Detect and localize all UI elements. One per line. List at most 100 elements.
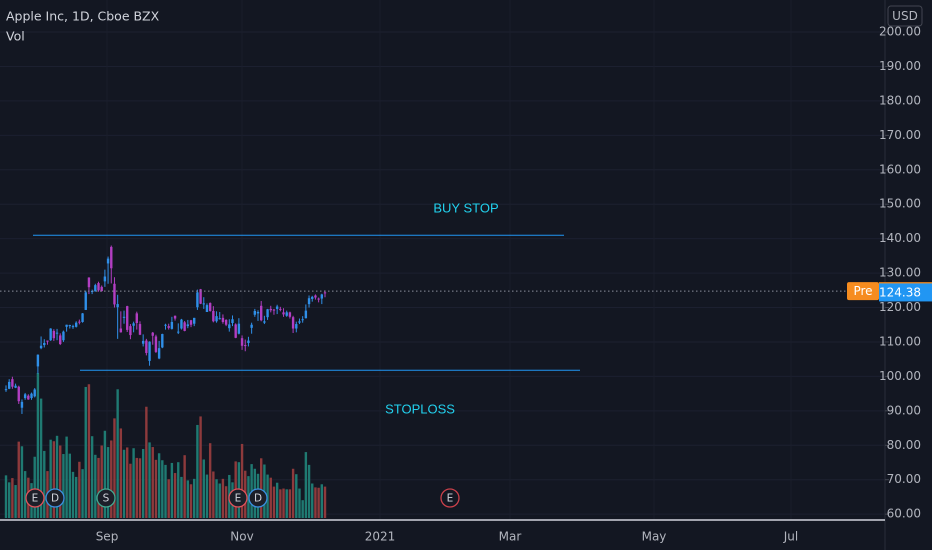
candle-body — [253, 310, 257, 315]
event-marker[interactable] — [96, 488, 116, 508]
event-marker[interactable] — [440, 488, 460, 508]
volume-bar — [199, 416, 202, 518]
volume-bar — [36, 373, 40, 518]
candle-body — [314, 295, 317, 298]
event-label[interactable]: D — [51, 493, 59, 505]
candle-body — [247, 340, 250, 343]
candle-body — [177, 331, 180, 333]
y-tick-label: 160.00 — [879, 162, 921, 176]
x-tick-label: Nov — [230, 530, 253, 544]
volume-bar — [23, 471, 27, 518]
candle-body — [71, 326, 75, 328]
volume-bar — [161, 460, 164, 518]
candle-body — [157, 348, 161, 359]
volume-bar — [314, 487, 317, 518]
candle-body — [311, 296, 314, 299]
candle-body — [234, 324, 237, 338]
candle-body — [132, 323, 135, 326]
candle-body — [237, 323, 241, 334]
event-label[interactable]: S — [103, 493, 110, 505]
candle-body — [94, 285, 97, 292]
y-tick-label: 140.00 — [879, 231, 921, 245]
event-marker[interactable] — [25, 488, 45, 508]
event-label[interactable]: E — [447, 493, 454, 505]
candle-body — [43, 342, 46, 346]
candle-body — [126, 306, 129, 330]
volume-bar — [7, 482, 11, 518]
volume-bar — [295, 474, 298, 518]
pre-market-tag-label: Pre — [853, 284, 872, 298]
candle-body — [14, 385, 17, 388]
candle-body — [202, 303, 205, 305]
volume-bar — [218, 483, 221, 518]
candle-body — [100, 286, 103, 291]
event-label[interactable]: E — [235, 493, 242, 505]
currency-label[interactable]: USD — [892, 9, 918, 23]
candle-body — [205, 305, 209, 312]
volume-bar — [84, 386, 87, 518]
candle-body — [183, 322, 186, 331]
volume-bar — [65, 436, 68, 518]
event-label[interactable]: D — [254, 493, 262, 505]
candle-body — [145, 340, 148, 353]
candle-body — [307, 298, 311, 305]
currency-button[interactable] — [887, 5, 923, 27]
candle-body — [250, 324, 253, 328]
candle-body — [288, 312, 292, 317]
volume-bar — [304, 452, 308, 518]
volume-bar — [291, 468, 295, 518]
candle-body — [282, 312, 285, 315]
candle-body — [224, 319, 228, 325]
event-label[interactable]: E — [32, 493, 39, 505]
volume-bar — [74, 476, 78, 518]
volume-bar — [282, 488, 285, 518]
volume-bar — [196, 424, 199, 518]
candle-body — [46, 340, 49, 342]
candle-body — [122, 316, 126, 318]
candle-body — [20, 401, 24, 408]
candle-body — [196, 292, 199, 308]
level-annotation: BUY STOP — [433, 201, 498, 216]
volume-bar — [183, 455, 186, 518]
y-tick-label: 130.00 — [879, 266, 921, 280]
volume-bar — [4, 475, 8, 518]
candle-body — [263, 321, 266, 323]
volume-bar — [20, 446, 24, 518]
volume-bar — [52, 441, 56, 518]
candle-body — [30, 393, 33, 399]
event-marker[interactable] — [228, 488, 248, 508]
volume-bar — [157, 453, 161, 518]
volume-bar — [167, 479, 170, 518]
volume-bar — [301, 500, 304, 518]
event-marker[interactable] — [45, 488, 65, 508]
volume-bar — [177, 462, 180, 518]
last-price: 124.38 — [879, 285, 921, 299]
candle-body — [256, 312, 260, 314]
last-price-tag — [879, 283, 932, 302]
volume-bar — [103, 430, 107, 518]
candle-body — [272, 309, 276, 311]
candle-body — [231, 319, 234, 324]
volume-bar — [119, 428, 123, 518]
volume-bar — [17, 441, 20, 518]
volume-bar — [266, 474, 269, 518]
candle-body — [164, 324, 167, 326]
candle-body — [4, 389, 8, 391]
candle-body — [49, 328, 52, 341]
y-tick-label: 180.00 — [879, 93, 921, 107]
volume-bar — [272, 486, 276, 518]
candle-body — [189, 320, 193, 325]
candle-body — [285, 312, 288, 316]
event-marker[interactable] — [248, 488, 268, 508]
volume-bar — [205, 474, 209, 518]
candle-body — [244, 345, 247, 347]
candle-body — [87, 277, 91, 288]
candle-body — [65, 324, 68, 327]
volume-bar — [106, 447, 110, 518]
volume-bar — [55, 435, 59, 518]
candle-body — [298, 321, 301, 323]
candle-body — [151, 332, 154, 336]
candle-body — [218, 318, 221, 320]
volume-bar — [132, 448, 135, 518]
